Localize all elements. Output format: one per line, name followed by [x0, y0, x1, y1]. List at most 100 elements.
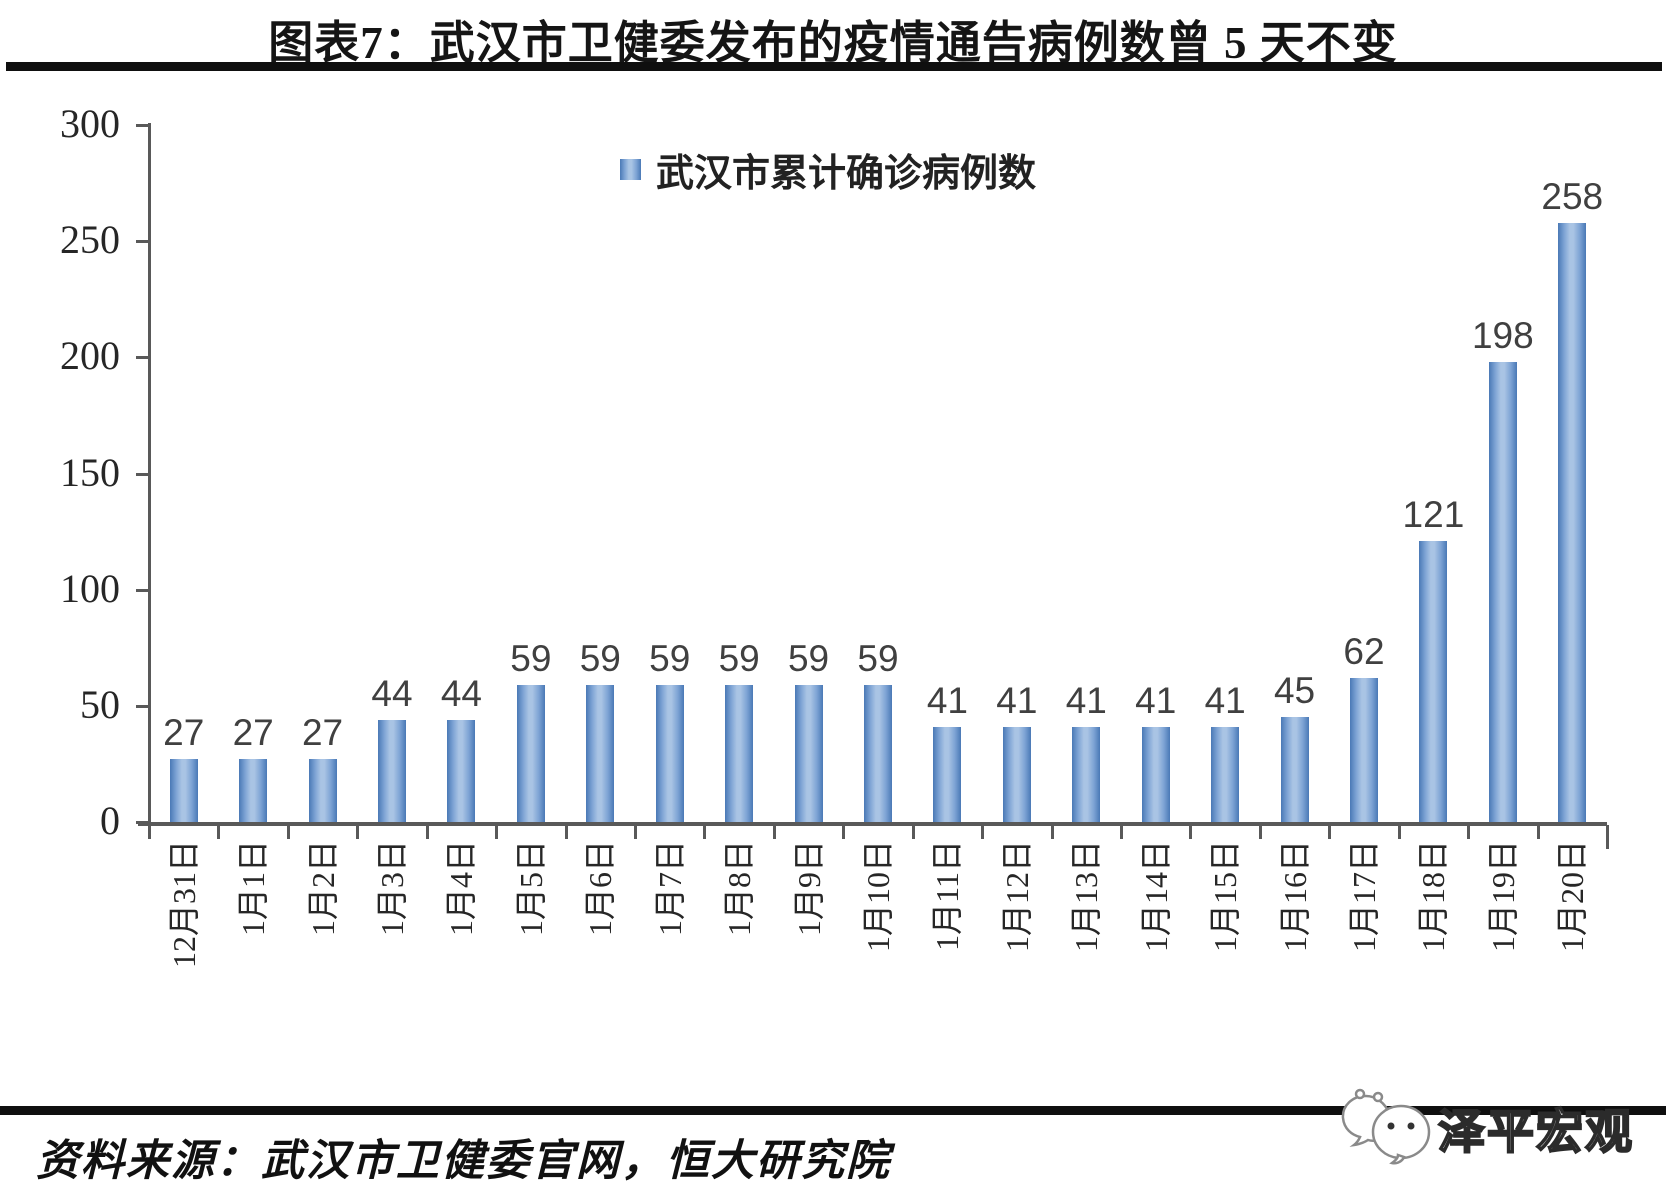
y-tick-mark	[136, 124, 149, 127]
bar-value-label: 198	[1471, 314, 1534, 356]
bar	[1558, 222, 1587, 822]
y-tick-mark	[136, 240, 149, 244]
bar	[1350, 677, 1378, 822]
bar-value-label: 41	[1204, 679, 1246, 721]
x-tick-label: 1月15日	[1207, 840, 1244, 953]
x-tick-label: 1月19日	[1484, 840, 1521, 953]
bar	[864, 684, 892, 822]
source-text: 资料来源：武汉市卫健委官网，恒大研究院	[36, 1138, 891, 1185]
bar	[933, 726, 962, 822]
y-tick-label: 250	[60, 217, 120, 263]
x-tick-mark	[911, 825, 915, 839]
bottom-divider	[0, 1106, 1666, 1115]
x-tick-label: 1月8日	[721, 840, 758, 937]
wechat-mascot-icon	[1341, 1088, 1431, 1165]
bar-value-label: 121	[1402, 493, 1465, 535]
bar	[655, 684, 684, 822]
bar	[1211, 726, 1240, 822]
x-tick-mark	[772, 825, 776, 839]
x-tick-label: 12月31日	[165, 840, 202, 969]
bar-value-label: 27	[232, 712, 274, 754]
bar	[1488, 361, 1517, 822]
x-tick-mark	[703, 825, 707, 839]
legend: 武汉市累计确诊病例数	[620, 142, 1036, 197]
x-tick-label: 1月12日	[998, 840, 1035, 953]
top-divider	[6, 62, 1662, 71]
bar	[516, 684, 545, 822]
x-tick-mark	[1258, 825, 1262, 839]
bar	[169, 759, 198, 822]
x-tick-mark	[1050, 825, 1054, 839]
bar-value-label: 258	[1541, 175, 1604, 217]
bar	[378, 719, 406, 822]
x-tick-mark	[1536, 825, 1540, 839]
x-tick-mark	[148, 825, 151, 839]
bar	[447, 719, 476, 822]
x-tick-label: 1月16日	[1276, 840, 1313, 953]
x-tick-label: 1月20日	[1554, 840, 1591, 953]
x-tick-mark	[634, 825, 637, 839]
x-tick-label: 1月1日	[235, 840, 272, 937]
x-tick-mark	[842, 825, 846, 839]
bar-value-label: 59	[718, 637, 760, 679]
bar	[308, 759, 337, 822]
x-tick-mark	[286, 825, 290, 839]
x-tick-mark	[495, 825, 499, 839]
y-axis	[148, 123, 151, 838]
x-tick-mark	[1120, 825, 1123, 839]
x-axis	[138, 822, 1607, 826]
bar	[1280, 717, 1309, 822]
bar-value-label: 27	[163, 712, 205, 754]
bar-value-label: 59	[787, 637, 830, 679]
x-tick-label: 1月13日	[1068, 840, 1105, 953]
x-tick-mark	[425, 825, 429, 839]
y-tick-label: 150	[60, 449, 120, 495]
x-tick-label: 1月2日	[304, 840, 341, 937]
x-tick-mark	[1467, 825, 1471, 839]
brand-name: 泽平宏观	[1437, 1106, 1634, 1160]
x-tick-label: 1月6日	[582, 840, 619, 937]
y-tick-mark	[136, 588, 149, 592]
x-tick-label: 1月3日	[374, 840, 410, 937]
x-tick-mark	[1397, 825, 1401, 839]
bar-value-label: 41	[996, 679, 1038, 721]
y-tick-mark	[136, 704, 149, 708]
bar	[586, 684, 615, 822]
x-tick-mark	[981, 825, 985, 839]
x-tick-mark	[217, 825, 221, 839]
bar	[1141, 726, 1170, 822]
bar-value-label: 59	[510, 637, 552, 679]
chart-title: 图表7：武汉市卫健委发布的疫情通告病例数曾 5 天不变	[268, 18, 1398, 68]
bar	[1072, 726, 1101, 822]
x-tick-mark	[356, 825, 360, 839]
x-tick-label: 1月14日	[1137, 840, 1174, 953]
legend-marker	[620, 159, 641, 180]
y-tick-mark	[136, 356, 149, 360]
y-tick-label: 300	[60, 101, 120, 146]
x-tick-mark	[1328, 825, 1332, 839]
bar-value-label: 41	[1065, 679, 1107, 721]
bar-value-label: 62	[1343, 630, 1385, 672]
bar-value-label: 27	[301, 712, 344, 754]
x-tick-mark	[1606, 825, 1609, 849]
bar-value-label: 44	[371, 672, 413, 714]
x-tick-label: 1月17日	[1346, 840, 1382, 953]
bar	[794, 684, 823, 822]
bar	[239, 759, 268, 822]
bar	[1002, 726, 1031, 822]
y-tick-mark	[136, 472, 149, 476]
y-tick-label: 100	[60, 565, 120, 611]
bar	[1419, 540, 1448, 822]
legend-label: 武汉市累计确诊病例数	[656, 153, 1037, 195]
x-tick-mark	[1189, 825, 1193, 839]
bar-value-label: 59	[649, 637, 691, 679]
bar-value-label: 59	[579, 637, 621, 679]
bar	[725, 684, 754, 822]
bar-value-label: 59	[857, 637, 899, 679]
y-tick-mark	[136, 821, 149, 824]
x-tick-label: 1月18日	[1415, 840, 1452, 953]
x-tick-label: 1月5日	[512, 840, 549, 937]
bar-chart: 武汉市累计确诊病例数 0 50 100 150 200 250 300 27 12月31日 27 1…	[0, 80, 1666, 1080]
bar-value-label: 45	[1273, 670, 1316, 712]
